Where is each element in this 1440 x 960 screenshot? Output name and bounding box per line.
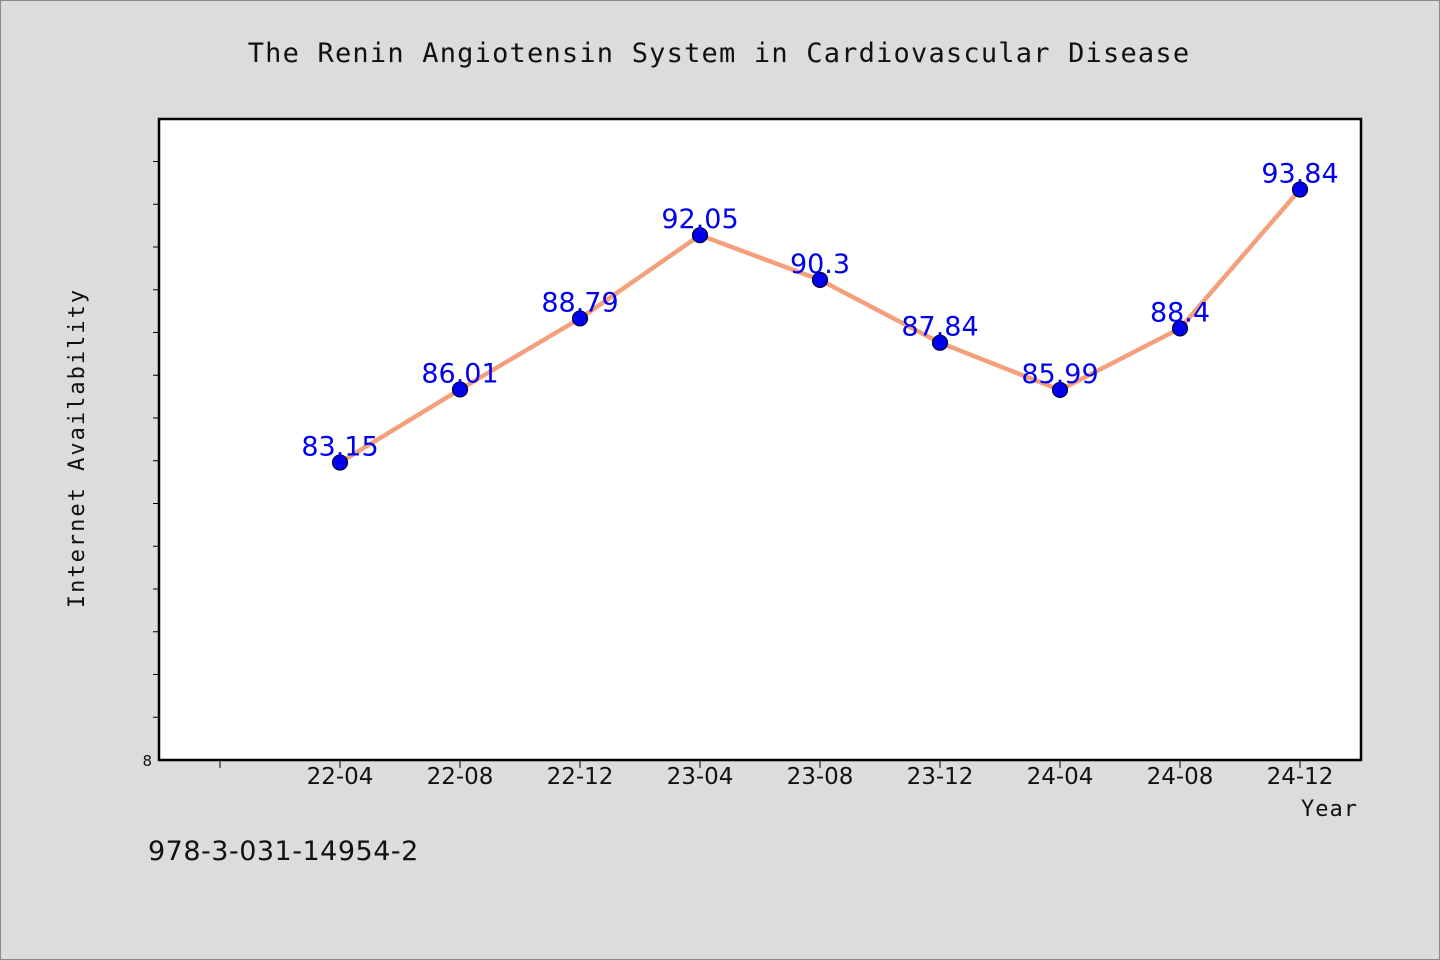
x-tick-label: 24-12 [1267, 764, 1334, 790]
data-labels: 83.15 86.01 88.79 92.05 90.3 87.84 85.99 88.4 93… [301, 158, 1338, 462]
data-point [931, 334, 949, 351]
x-tick-label: 24-04 [1027, 764, 1094, 790]
data-label: 90.3 [790, 249, 850, 280]
data-label: 86.01 [421, 358, 498, 389]
y-tick-label: 8 [142, 752, 152, 770]
data-label: 85.99 [1021, 359, 1098, 390]
data-points [331, 181, 1309, 471]
data-point [1291, 181, 1309, 198]
data-point [1171, 320, 1189, 337]
x-tick-label: 23-08 [787, 764, 854, 790]
data-point [1051, 381, 1069, 399]
x-axis-label: Year [1301, 797, 1358, 822]
data-point [451, 381, 469, 398]
data-label: 88.4 [1150, 297, 1210, 328]
data-point [571, 310, 589, 327]
x-tick-label: 22-08 [427, 764, 494, 790]
x-tick-label: 24-08 [1147, 764, 1214, 790]
data-point [691, 227, 709, 244]
x-tick-label: 23-04 [667, 764, 734, 790]
data-label: 88.79 [541, 287, 618, 318]
x-tick-label: 23-12 [907, 764, 974, 790]
data-point [331, 454, 349, 471]
y-axis-label: Internet Availability [65, 288, 90, 608]
y-axis-ticks: 8 [142, 161, 159, 770]
data-label: 83.15 [301, 431, 378, 462]
data-point [811, 271, 829, 288]
plot-area [157, 117, 1363, 762]
x-tick-label: 22-04 [307, 764, 374, 790]
data-label: 92.05 [661, 204, 738, 235]
data-label: 87.84 [901, 312, 978, 343]
x-axis-ticks: 22-04 22-08 22-12 23-04 23-08 23-12 24-04 24-08… [219, 760, 1334, 790]
chart-title: The Renin Angiotensin System in Cardiova… [248, 38, 1191, 69]
isbn-code: 978-3-031-14954-2 [148, 836, 419, 867]
data-label: 93.84 [1261, 158, 1338, 189]
x-tick-label: 22-12 [547, 764, 614, 790]
